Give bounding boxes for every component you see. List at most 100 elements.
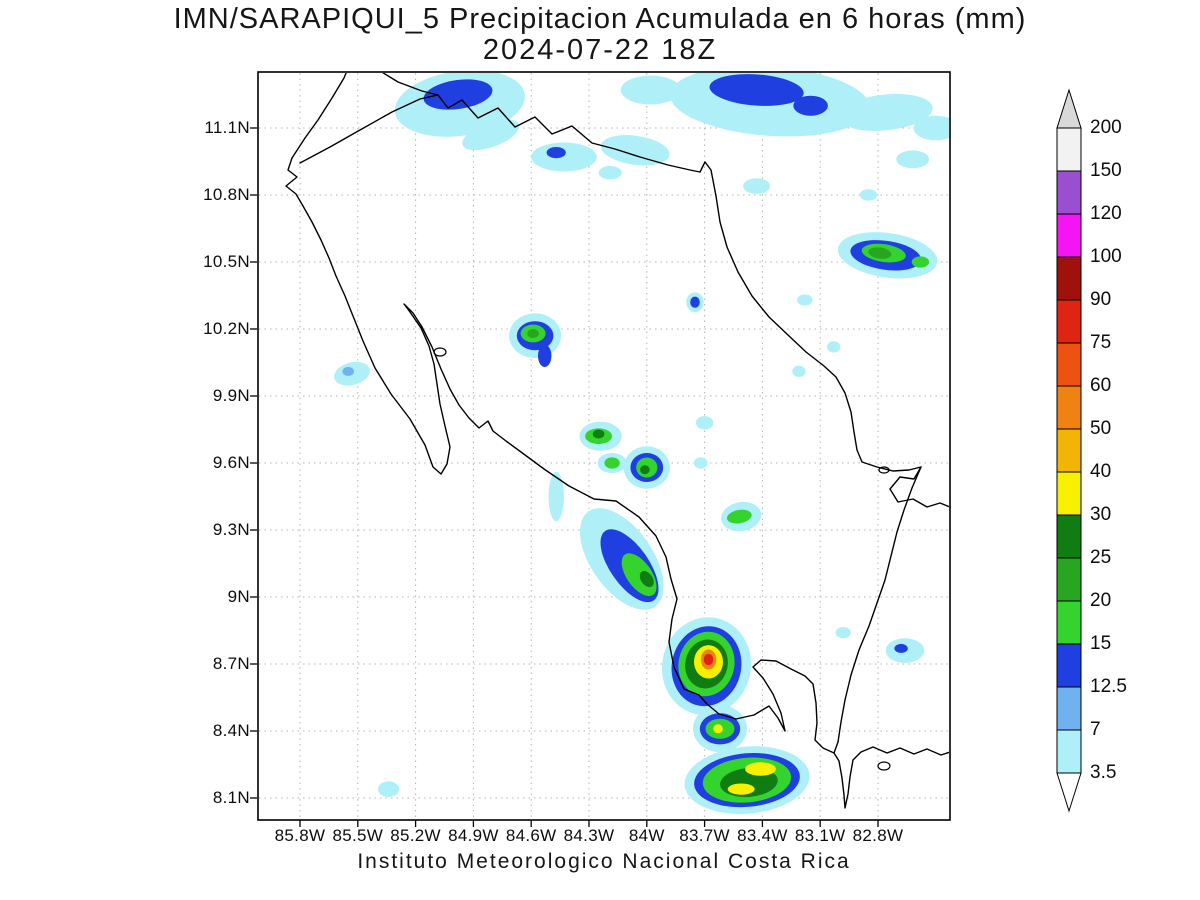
colorbar-segment [1056, 557, 1082, 602]
lat-tick-label: 8.1N [212, 788, 250, 807]
precip-cell [793, 95, 828, 116]
colorbar-label: 150 [1090, 160, 1122, 181]
colorbar-label: 25 [1090, 547, 1112, 568]
precip-cell [726, 509, 752, 524]
precip-cell [531, 142, 597, 172]
precip-cell [600, 135, 670, 166]
precip-cell [378, 781, 400, 797]
colorbar-segment [1056, 600, 1082, 645]
colorbar-label: 3.5 [1090, 762, 1117, 783]
colorbar-segment [1056, 213, 1082, 258]
colorbar-segment [1056, 729, 1082, 774]
colorbar-segment [1056, 428, 1082, 473]
colorbar-over-arrow [1056, 88, 1082, 129]
colorbar-label: 30 [1090, 504, 1112, 525]
lon-tick-label: 84.3W [563, 826, 615, 845]
lon-tick-label: 85.2W [390, 826, 441, 845]
precip-cell [423, 79, 493, 110]
precip-cell [694, 457, 708, 469]
island [877, 761, 891, 771]
colorbar-label: 200 [1090, 117, 1122, 138]
precip-cell [598, 166, 622, 180]
plot-frame [257, 71, 951, 821]
map-plot [250, 71, 951, 827]
precip-cell [592, 429, 605, 439]
colorbar-label: 120 [1090, 203, 1122, 224]
colorbar-label: 7 [1090, 719, 1101, 740]
precip-cell [745, 762, 776, 776]
precip-cell [342, 366, 355, 376]
lon-tick-label: 82.8W [852, 826, 904, 845]
island [433, 347, 447, 357]
axis-ticks [250, 127, 879, 827]
precip-cell [548, 471, 564, 522]
chart-title: IMN/SARAPIQUI_5 Precipitacion Acumulada … [173, 3, 1027, 35]
colorbar-segment [1056, 385, 1082, 430]
colorbar-label: 20 [1090, 590, 1112, 611]
precip-cell [792, 365, 806, 377]
colorbar-segment [1056, 643, 1082, 688]
precip-cell [827, 341, 841, 353]
lat-tick-label: 8.7N [212, 654, 250, 673]
colorbar-label: 15 [1090, 633, 1112, 654]
precip-cell [695, 416, 714, 430]
precip-cell [713, 724, 723, 734]
lon-tick-label: 85.5W [332, 826, 384, 845]
lat-tick-label: 10.5N [203, 252, 250, 271]
colorbar-label: 12.5 [1090, 676, 1127, 697]
precip-cell [462, 119, 520, 151]
colorbar-scale [1056, 88, 1082, 813]
lon-tick-label: 85.8W [274, 826, 326, 845]
colorbar-label: 100 [1090, 246, 1122, 267]
lon-tick-label: 84.6W [505, 826, 557, 845]
colorbar-label: 60 [1090, 375, 1112, 396]
colorbar-segment [1056, 686, 1082, 731]
lon-tick-label: 83.1W [794, 826, 846, 845]
lon-tick-label: 83.7W [679, 826, 730, 845]
precip-cell [538, 344, 552, 367]
colorbar-label: 75 [1090, 332, 1112, 353]
lake-nicaragua-shore [299, 94, 701, 173]
colorbar-label: 40 [1090, 461, 1112, 482]
precip-cell [640, 465, 650, 475]
precip-cell [913, 115, 949, 141]
island [878, 466, 890, 474]
precip-cell [546, 147, 566, 159]
precip-cell [859, 189, 878, 201]
precip-cell [639, 571, 654, 588]
colorbar-segment [1056, 127, 1082, 172]
precip-cell [727, 783, 755, 795]
lat-tick-label: 8.4N [212, 721, 250, 740]
precip-cell [911, 256, 930, 268]
coastline-layer [285, 73, 949, 809]
lat-tick-label: 9.6N [212, 453, 250, 472]
lake-nicaragua-northwest-shore [382, 73, 439, 96]
precip-cell [690, 296, 700, 308]
precip-cell [838, 93, 933, 131]
colorbar-segment [1056, 471, 1082, 516]
caribbean-coastline [699, 161, 949, 508]
lon-tick-label: 84W [628, 826, 665, 845]
lon-tick-label: 83.4W [737, 826, 788, 845]
colorbar-segment [1056, 299, 1082, 344]
precip-cell [868, 247, 892, 259]
colorbar-segment [1056, 170, 1082, 215]
precip-cell [604, 457, 620, 469]
colorbar-under-arrow [1056, 772, 1082, 813]
colorbar-label: 50 [1090, 418, 1112, 439]
lat-tick-label: 10.8N [203, 185, 250, 204]
colorbar-segment [1056, 514, 1082, 559]
precip-cell [743, 178, 771, 194]
precip-cell [703, 653, 714, 666]
footer-text: Instituto Meteorologico Nacional Costa R… [357, 850, 851, 873]
panama-border [833, 466, 922, 754]
precipitation-layer [334, 73, 949, 814]
lat-tick-label: 11.1N [204, 118, 250, 137]
lat-tick-label: 9N [227, 587, 250, 606]
precip-cell [527, 329, 539, 338]
lat-tick-label: 9.3N [212, 520, 250, 539]
lat-tick-label: 10.2N [203, 319, 250, 338]
colorbar-segment [1056, 342, 1082, 387]
precip-cell [709, 74, 804, 106]
lon-tick-label: 84.9W [448, 826, 499, 845]
